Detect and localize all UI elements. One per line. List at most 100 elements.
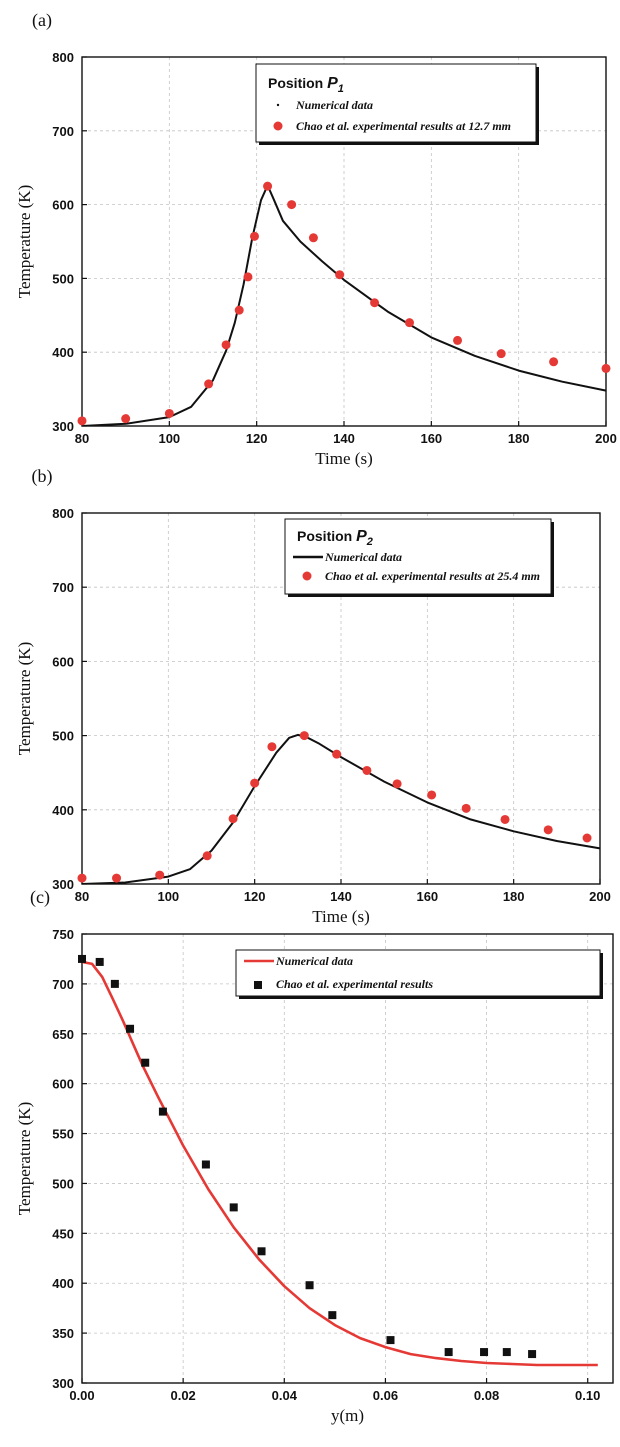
- y-tick-label: 700: [52, 580, 74, 595]
- panel-label: (b): [32, 466, 53, 487]
- data-point: [549, 357, 559, 367]
- x-tick-label: 0.02: [170, 1388, 195, 1403]
- legend-title: Position P2: [297, 528, 373, 548]
- legend-entry: Numerical data: [324, 550, 402, 564]
- legend-title-symbol: P: [327, 75, 338, 92]
- data-point: [77, 416, 87, 426]
- y-tick-label: 800: [52, 50, 74, 65]
- data-point: [267, 742, 277, 752]
- legend-box: [284, 518, 552, 595]
- legend-title-text: Position: [297, 528, 356, 544]
- y-tick-label: 350: [52, 1326, 74, 1341]
- y-tick-label: 400: [52, 803, 74, 818]
- legend-entry: Numerical data: [295, 98, 373, 112]
- plot-frame: [81, 933, 614, 1384]
- data-point: [257, 1247, 266, 1256]
- data-point: [543, 825, 553, 835]
- legend-entry: Chao et al. experimental results at 12.7…: [296, 119, 511, 133]
- x-tick-label: 140: [333, 431, 355, 446]
- legend-swatch-marker: [254, 981, 262, 989]
- x-axis-label: Time (s): [312, 907, 369, 926]
- data-point: [126, 1024, 135, 1033]
- data-point: [204, 379, 214, 389]
- y-axis-label: Temperature (K): [15, 642, 34, 756]
- x-axis-label: y(m): [331, 1406, 364, 1425]
- x-tick-label: 0.00: [69, 1388, 94, 1403]
- legend-entry: Chao et al. experimental results: [276, 977, 433, 991]
- data-point: [202, 851, 212, 861]
- data-point: [234, 305, 244, 315]
- y-tick-label: 600: [52, 1077, 74, 1092]
- series-line: [82, 184, 607, 426]
- data-point: [332, 749, 342, 759]
- data-point: [500, 814, 510, 824]
- x-tick-label: 140: [330, 889, 352, 904]
- x-tick-label: 0.06: [373, 1388, 398, 1403]
- legend-box: [235, 949, 601, 997]
- legend-title-symbol: P: [356, 528, 367, 545]
- legend-title-index: 1: [338, 83, 344, 95]
- data-point: [461, 803, 471, 813]
- y-tick-label: 500: [52, 729, 74, 744]
- y-tick-label: 700: [52, 124, 74, 139]
- x-tick-label: 0.10: [575, 1388, 600, 1403]
- data-point: [158, 1107, 167, 1116]
- data-point: [121, 414, 131, 424]
- x-tick-label: 120: [244, 889, 266, 904]
- y-tick-label: 400: [52, 1276, 74, 1291]
- legend-swatch-dot: [276, 103, 280, 107]
- data-point: [362, 765, 372, 775]
- series-line: [82, 960, 598, 1367]
- y-tick-label: 600: [52, 654, 74, 669]
- panel-label: (a): [32, 10, 52, 31]
- legend-entry: Chao et al. experimental results at 25.4…: [325, 569, 540, 583]
- legend-title-text: Position: [268, 75, 327, 91]
- x-tick-label: 80: [75, 431, 89, 446]
- data-point: [601, 363, 611, 373]
- data-point: [78, 954, 86, 963]
- data-point: [229, 1203, 238, 1212]
- x-tick-label: 100: [158, 431, 180, 446]
- x-tick-label: 100: [157, 889, 179, 904]
- legend-swatch-marker: [302, 571, 312, 581]
- data-point: [164, 408, 174, 418]
- y-tick-label: 700: [52, 977, 74, 992]
- data-point: [243, 272, 253, 282]
- y-tick-label: 600: [52, 198, 74, 213]
- y-tick-label: 550: [52, 1127, 74, 1142]
- x-tick-label: 180: [503, 889, 525, 904]
- x-tick-label: 0.08: [474, 1388, 499, 1403]
- data-point: [392, 779, 402, 789]
- panel-label: (c): [30, 887, 50, 908]
- data-point: [386, 1336, 395, 1345]
- y-tick-label: 300: [52, 877, 74, 892]
- legend-title-index: 2: [366, 536, 373, 548]
- legend-box: [255, 63, 537, 143]
- x-tick-label: 160: [420, 431, 442, 446]
- chart-panel-a: (a) 80 100 120 140 160 180 200 300 400 500 600 700 80…: [15, 10, 617, 468]
- legend-entry: Numerical data: [275, 954, 353, 968]
- chart-panel-b: (b) 80 100 120 140 160 180 200 300 400 500 600 700 80…: [15, 466, 611, 926]
- data-point: [328, 1311, 337, 1320]
- x-tick-label: 200: [589, 889, 611, 904]
- data-point: [112, 873, 122, 883]
- data-point: [308, 233, 318, 243]
- data-point: [528, 1350, 537, 1359]
- data-point: [228, 814, 238, 824]
- x-tick-label: 0.04: [272, 1388, 298, 1403]
- y-tick-label: 300: [52, 1376, 74, 1391]
- data-point: [95, 957, 104, 966]
- y-tick-label: 650: [52, 1027, 74, 1042]
- y-tick-label: 500: [52, 1176, 74, 1191]
- x-tick-label: 200: [595, 431, 617, 446]
- data-point: [453, 335, 463, 345]
- y-tick-label: 750: [52, 927, 74, 942]
- data-point: [287, 200, 297, 210]
- data-point: [370, 298, 380, 308]
- y-tick-label: 400: [52, 345, 74, 360]
- y-tick-label: 300: [52, 419, 74, 434]
- data-point: [582, 833, 592, 843]
- data-point: [335, 270, 345, 280]
- data-point: [299, 731, 309, 741]
